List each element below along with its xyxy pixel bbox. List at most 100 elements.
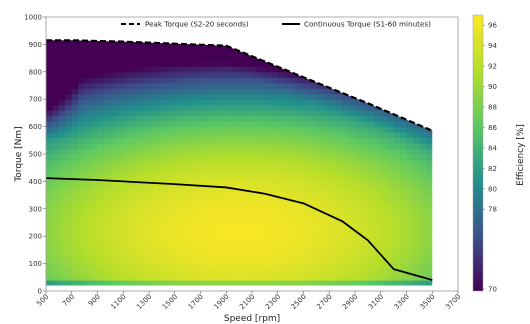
heat-cell bbox=[425, 280, 433, 286]
heat-cell bbox=[284, 104, 292, 111]
heat-cell bbox=[219, 159, 227, 166]
heat-cell bbox=[380, 164, 388, 172]
heat-cell bbox=[103, 219, 111, 226]
heat-cell bbox=[129, 269, 137, 276]
heat-cell bbox=[284, 247, 292, 254]
heat-cell bbox=[284, 269, 292, 276]
heat-cell bbox=[412, 186, 420, 193]
heat-cell bbox=[46, 214, 54, 221]
heat-cell bbox=[264, 132, 272, 139]
heat-cell bbox=[97, 203, 105, 210]
heat-cell bbox=[168, 203, 176, 210]
heat-cell bbox=[290, 137, 298, 144]
heat-cell bbox=[271, 208, 279, 215]
heat-cell bbox=[355, 71, 363, 78]
heat-cell bbox=[58, 126, 66, 133]
heat-cell bbox=[123, 77, 131, 84]
heat-cell bbox=[78, 110, 86, 117]
heat-cell bbox=[103, 40, 111, 45]
heat-cell bbox=[219, 40, 227, 45]
heat-cell bbox=[219, 175, 227, 182]
heat-cell bbox=[322, 219, 330, 226]
heat-cell bbox=[232, 274, 240, 281]
heat-cell bbox=[84, 55, 92, 62]
heat-cell bbox=[181, 269, 189, 276]
heat-cell bbox=[188, 33, 195, 39]
heat-cell bbox=[226, 154, 234, 161]
heat-cell bbox=[290, 148, 298, 155]
heat-cell bbox=[168, 132, 176, 139]
heat-cell bbox=[277, 159, 285, 166]
heat-cell bbox=[335, 82, 343, 89]
heat-cell bbox=[194, 60, 202, 67]
legend-peak-label: Peak Torque (S2-20 seconds) bbox=[145, 20, 249, 29]
heat-cell bbox=[329, 230, 337, 237]
heat-cell bbox=[271, 197, 279, 204]
heat-cell bbox=[46, 208, 54, 215]
heat-cell bbox=[361, 71, 369, 78]
heat-cell bbox=[136, 82, 144, 89]
heat-cell bbox=[322, 274, 330, 281]
heat-cell bbox=[136, 66, 144, 73]
heat-cell bbox=[380, 219, 388, 226]
heat-cell bbox=[419, 44, 427, 51]
heat-cell bbox=[252, 219, 260, 226]
heat-cell bbox=[400, 93, 408, 100]
heat-cell bbox=[361, 40, 369, 45]
heat-cell bbox=[110, 44, 118, 51]
heat-cell bbox=[187, 208, 195, 215]
x-tick-label: 900 bbox=[87, 293, 102, 308]
heat-cell bbox=[187, 274, 195, 281]
heat-cell bbox=[65, 258, 73, 265]
heat-cell bbox=[406, 214, 414, 221]
heat-cell bbox=[374, 241, 382, 248]
heat-cell bbox=[425, 241, 433, 248]
heat-cell bbox=[367, 88, 375, 95]
heat-cell bbox=[142, 88, 150, 95]
heat-cell bbox=[316, 104, 324, 111]
heat-cell bbox=[412, 132, 420, 139]
heat-cell bbox=[129, 137, 137, 144]
heat-cell bbox=[322, 197, 330, 204]
heat-cell bbox=[277, 219, 285, 226]
heat-cell bbox=[71, 93, 79, 100]
heat-cell bbox=[290, 110, 298, 117]
heat-cell bbox=[110, 236, 118, 243]
heat-cell bbox=[52, 258, 60, 265]
heat-cell bbox=[200, 77, 208, 84]
heat-cell bbox=[425, 258, 433, 265]
heat-cell bbox=[355, 203, 363, 210]
heat-cell bbox=[187, 186, 195, 193]
heat-cell bbox=[52, 214, 60, 221]
heat-cell bbox=[65, 33, 72, 39]
heat-cell bbox=[425, 40, 433, 45]
heat-cell bbox=[367, 280, 375, 286]
heat-cell bbox=[103, 280, 111, 286]
heat-cell bbox=[329, 88, 337, 95]
heat-cell bbox=[394, 33, 401, 39]
heat-cell bbox=[387, 175, 395, 182]
heat-cell bbox=[264, 93, 272, 100]
heat-cell bbox=[226, 126, 234, 133]
heat-cell bbox=[187, 126, 195, 133]
colorbar-tick-label: 82 bbox=[488, 165, 497, 173]
heat-cell bbox=[264, 143, 272, 150]
heat-cell bbox=[136, 55, 144, 62]
heat-cell bbox=[161, 77, 169, 84]
heat-cell bbox=[342, 104, 350, 111]
heat-cell bbox=[52, 192, 60, 199]
heat-cell bbox=[258, 241, 266, 248]
heat-cell bbox=[97, 263, 105, 270]
heat-cell bbox=[142, 219, 150, 226]
heat-cell bbox=[412, 137, 420, 144]
heat-cell bbox=[425, 247, 433, 254]
heat-cell bbox=[297, 60, 305, 67]
heat-cell bbox=[103, 66, 111, 73]
heat-cell bbox=[264, 40, 272, 45]
heat-cell bbox=[367, 44, 375, 51]
heat-cell bbox=[348, 55, 356, 62]
heat-cell bbox=[290, 49, 298, 56]
heat-cell bbox=[252, 263, 260, 270]
heat-cell bbox=[361, 197, 369, 204]
heat-cell bbox=[412, 159, 420, 166]
